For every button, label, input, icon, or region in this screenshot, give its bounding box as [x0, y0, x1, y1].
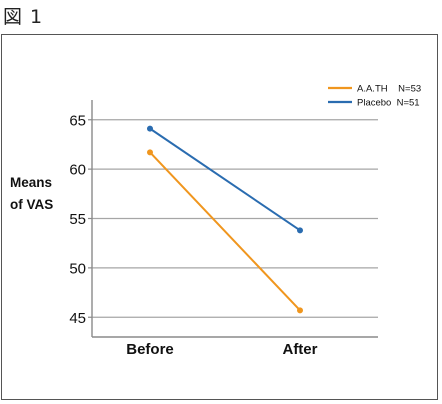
- chart-frame: [1, 34, 438, 400]
- legend-label-a-a-th: A.A.TH N=53: [357, 84, 421, 95]
- data-point-a-a-th-before: [147, 149, 153, 156]
- series-line-a-a-th: [149, 151, 301, 312]
- y-tick-label-60: 60: [69, 162, 86, 179]
- y-tick-label-65: 65: [69, 112, 86, 129]
- y-axis-label-line-1: Means: [10, 175, 53, 190]
- y-tick-label-55: 55: [69, 211, 86, 228]
- figure-label: 図 1: [3, 6, 44, 28]
- y-axis-label-line-2: of VAS: [10, 197, 54, 212]
- legend-label-placebo: Placebo N=51: [357, 98, 420, 109]
- x-tick-label-before: Before: [126, 341, 174, 358]
- data-point-placebo-after: [297, 227, 303, 234]
- x-tick-label-after: After: [282, 341, 317, 358]
- y-tick-label-50: 50: [69, 260, 86, 277]
- data-point-placebo-before: [147, 125, 153, 132]
- series-line-placebo: [149, 127, 301, 232]
- y-axis-label: Means of VAS: [10, 172, 53, 216]
- data-point-a-a-th-after: [297, 307, 303, 314]
- y-tick-label-45: 45: [69, 310, 86, 327]
